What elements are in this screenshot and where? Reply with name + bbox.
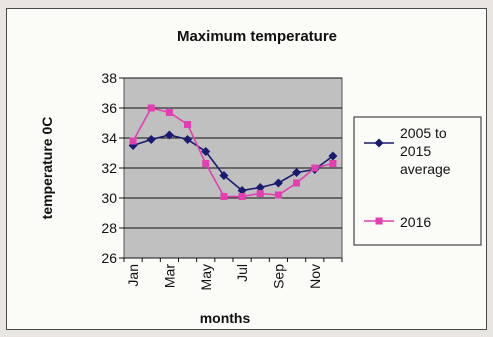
series-2: [129, 104, 337, 200]
data-point: [165, 109, 173, 116]
chart-title: Maximum temperature: [177, 28, 337, 45]
x-tick-label: Nov: [307, 264, 323, 289]
legend-label: 2016: [400, 214, 431, 230]
data-point: [202, 160, 210, 167]
data-point: [273, 178, 283, 188]
x-axis-title: months: [200, 310, 251, 326]
legend: 2005 to 2015 average 2016: [353, 116, 482, 246]
series-1: [128, 130, 338, 195]
y-tick-label: 34: [101, 130, 117, 146]
data-point: [311, 164, 319, 172]
x-tick-label: May: [198, 264, 214, 290]
data-point: [146, 135, 156, 144]
legend-label: 2005 to: [400, 125, 447, 141]
y-tick-label: 30: [101, 190, 117, 206]
chart-svg: Maximum temperature 26 28 30 32 34 36 38 Jan Ma…: [39, 28, 482, 326]
data-point: [237, 186, 247, 195]
data-point: [274, 191, 282, 199]
data-point: [329, 160, 337, 167]
y-tick-label: 32: [101, 160, 117, 176]
y-tick-label: 28: [101, 220, 117, 236]
data-point: [129, 137, 137, 145]
data-point: [220, 193, 228, 200]
legend-label: 2015: [400, 143, 431, 159]
x-tick-label: Jul: [234, 264, 250, 282]
x-tick-label: Jan: [125, 264, 141, 287]
y-tick-label: 36: [101, 100, 117, 116]
y-tick-label: 26: [101, 250, 117, 266]
x-axis-ticks: Jan Mar May Jul Sep Nov: [123, 258, 343, 290]
data-point: [255, 183, 265, 192]
data-point: [183, 135, 193, 144]
data-point: [164, 130, 174, 140]
legend-box: [353, 116, 482, 246]
x-tick-label: Mar: [161, 264, 177, 288]
data-point: [256, 190, 264, 197]
data-point: [201, 147, 211, 156]
data-point: [184, 121, 192, 128]
y-axis-ticks: 26 28 30 32 34 36 38: [101, 70, 124, 266]
chart-frame: Maximum temperature 26 28 30 32 34 36 38 Jan Ma…: [6, 8, 487, 330]
series-layer: [128, 104, 338, 200]
data-point: [147, 104, 155, 112]
data-point: [292, 168, 302, 177]
data-point: [238, 193, 246, 200]
data-point: [219, 171, 229, 180]
data-point: [293, 179, 301, 187]
y-tick-label: 38: [101, 70, 117, 86]
legend-marker: [375, 217, 383, 225]
data-point: [328, 151, 338, 161]
legend-label: average: [400, 161, 451, 177]
legend-entry: 2005 to 2015 average: [364, 125, 451, 177]
y-axis-title: temperature 0C: [39, 117, 55, 220]
x-tick-label: Sep: [270, 264, 286, 289]
legend-marker: [374, 138, 384, 148]
legend-entry: 2016: [364, 214, 431, 230]
